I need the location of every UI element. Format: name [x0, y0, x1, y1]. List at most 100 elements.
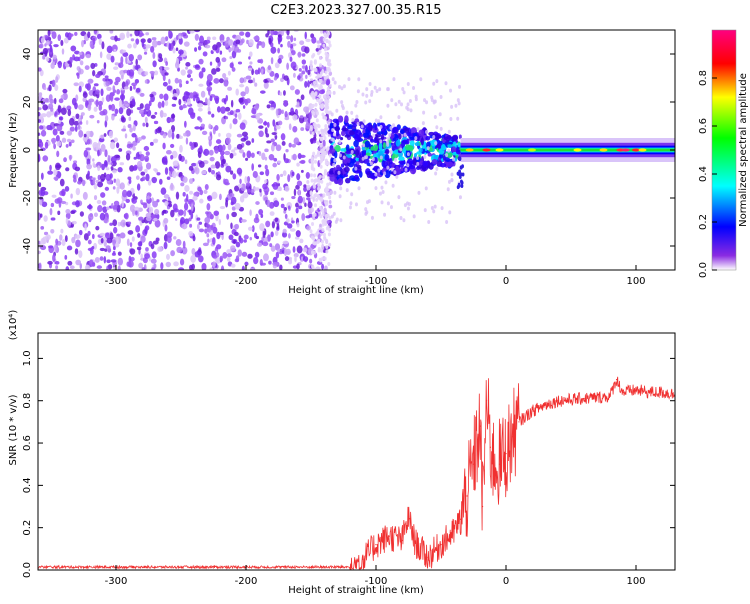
- heatmap-cell: [446, 161, 454, 168]
- heatmap-cell: [386, 165, 390, 170]
- heatmap-cell: [409, 136, 415, 141]
- heatmap-cell: [320, 239, 324, 244]
- heatmap-cell: [352, 123, 358, 128]
- heatmap-cell: [128, 116, 132, 122]
- heatmap-cell: [89, 130, 94, 138]
- heatmap-cell: [57, 34, 62, 42]
- heatmap-cell: [78, 85, 82, 93]
- heatmap-cell: [280, 203, 285, 209]
- heatmap-cell: [199, 145, 203, 153]
- heatmap-cell: [372, 144, 379, 152]
- heatmap-cell: [73, 82, 79, 87]
- heatmap-cell: [180, 216, 186, 225]
- heatmap-cell: [178, 135, 183, 140]
- heatmap-cell: [306, 225, 311, 231]
- heatmap-cell: [317, 124, 321, 129]
- heatmap-cell: [56, 124, 63, 132]
- y-tick-label: -20: [22, 190, 33, 206]
- snr-point: [615, 378, 618, 381]
- heatmap-cell: [290, 35, 294, 43]
- heatmap-cell: [197, 107, 203, 112]
- heatmap-cell: [154, 111, 158, 115]
- snr-point: [472, 463, 475, 465]
- heatmap-cell: [370, 138, 375, 143]
- heatmap-cell: [349, 130, 356, 136]
- heatmap-cell: [171, 103, 177, 107]
- y-tick-label: 0.4: [22, 477, 33, 493]
- heatmap-cell: [368, 99, 372, 104]
- heatmap-cell: [390, 167, 394, 172]
- heatmap-cell: [226, 256, 231, 262]
- heatmap-cell: [360, 124, 364, 129]
- heatmap-cell: [208, 81, 213, 86]
- heatmap-cell: [224, 116, 229, 120]
- heatmap-cell: [314, 232, 318, 237]
- heatmap-cell: [326, 90, 330, 95]
- heatmap-cell: [406, 163, 410, 168]
- heatmap-cell: [174, 61, 180, 69]
- heatmap-cell: [302, 196, 306, 204]
- heatmap-cell: [366, 171, 372, 179]
- heatmap-cell: [263, 78, 268, 84]
- heatmap-cell: [419, 77, 423, 82]
- heatmap-cell: [343, 173, 348, 178]
- heatmap-cell: [296, 180, 303, 187]
- heatmap-cell: [252, 171, 258, 178]
- heatmap-cell: [159, 178, 163, 185]
- heatmap-cell: [212, 237, 216, 245]
- heatmap-cell: [383, 171, 387, 176]
- heatmap-cell: [328, 199, 332, 205]
- heatmap-cell: [55, 135, 60, 142]
- heatmap-cell: [254, 82, 258, 87]
- heatmap-cell: [168, 43, 172, 51]
- heatmap-cell: [150, 114, 156, 119]
- heatmap-cell: [255, 213, 259, 221]
- heatmap-cell: [259, 188, 262, 193]
- heatmap-cell: [119, 162, 125, 166]
- heatmap-cell: [161, 210, 165, 216]
- heatmap-cell: [135, 87, 141, 93]
- heatmap-cell: [322, 193, 326, 198]
- heatmap-cell: [45, 39, 51, 46]
- heatmap-cell: [39, 43, 44, 49]
- heatmap-cell: [135, 38, 140, 45]
- heatmap-cell: [40, 113, 47, 118]
- heatmap-cell: [208, 88, 211, 96]
- heatmap-cell: [167, 130, 172, 138]
- heatmap-cell: [112, 85, 116, 92]
- heatmap-cell: [183, 202, 189, 211]
- heatmap-cell: [40, 189, 46, 197]
- heatmap-cell: [265, 168, 270, 177]
- heatmap-cell: [328, 242, 332, 247]
- heatmap-cell: [310, 138, 314, 144]
- heatmap-cell: [289, 85, 295, 91]
- heatmap-cell: [170, 209, 175, 218]
- heatmap-cell: [388, 132, 392, 137]
- heatmap-cell: [319, 98, 323, 103]
- heatmap-cell: [344, 177, 351, 184]
- heatmap-cell: [413, 152, 418, 158]
- heatmap-cell: [197, 45, 202, 51]
- heatmap-cell: [76, 72, 80, 80]
- heatmap-cell: [188, 230, 194, 237]
- heatmap-cell: [54, 84, 59, 91]
- heatmap-cell: [135, 58, 138, 66]
- heatmap-cell: [459, 165, 463, 170]
- heatmap-cell: [320, 105, 324, 110]
- y-tick-label: 0.0: [22, 562, 33, 578]
- heatmap-cell: [435, 166, 439, 171]
- heatmap-cell: [142, 122, 146, 127]
- heatmap-cell: [297, 195, 303, 204]
- heatmap-cell: [221, 144, 226, 151]
- heatmap-cell: [205, 211, 209, 215]
- snr-point: [375, 544, 377, 546]
- heatmap-cell: [289, 56, 293, 62]
- heatmap-cell: [138, 216, 144, 221]
- heatmap-cell: [338, 84, 342, 89]
- heatmap-cell: [138, 32, 145, 37]
- heatmap-cell: [211, 191, 218, 200]
- heatmap-cell: [347, 77, 351, 82]
- heatmap-cell: [100, 134, 104, 139]
- heatmap-cell: [215, 260, 221, 264]
- heatmap-cell: [311, 222, 315, 227]
